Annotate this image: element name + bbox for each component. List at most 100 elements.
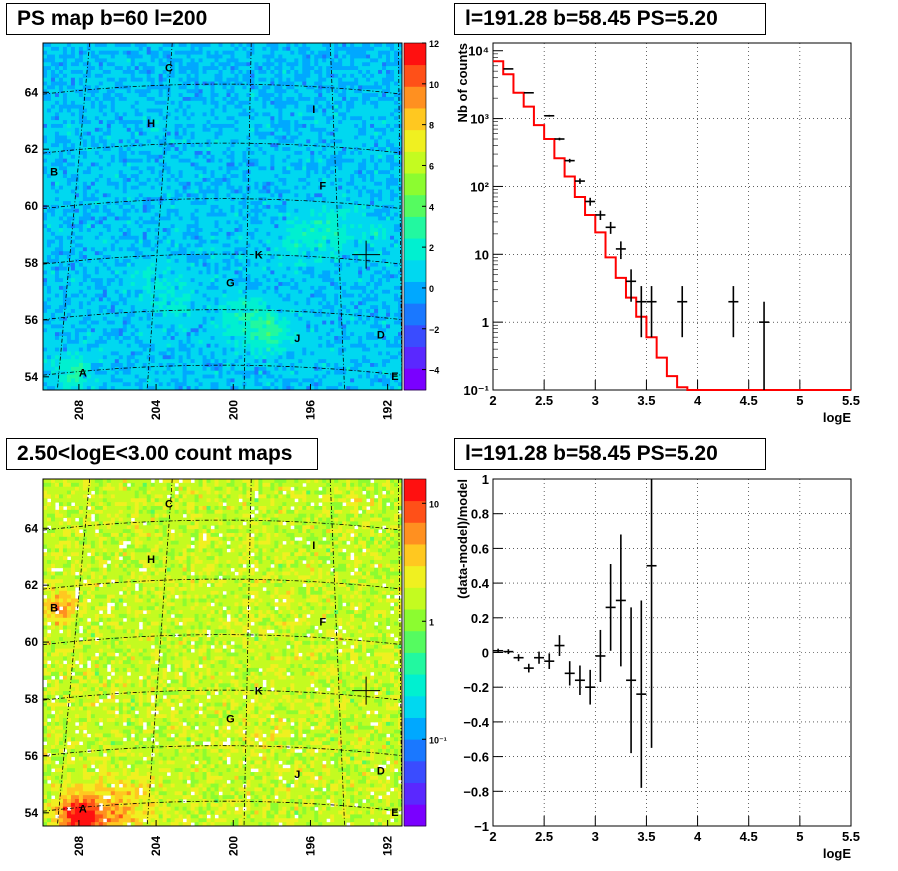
colorbar-tick-0-4: 4 (429, 202, 434, 212)
x-tick-label-1-0: 2 (489, 393, 496, 408)
x-tick-label-3-0: 2 (489, 829, 496, 844)
x-tick-label-2-2: 200 (226, 836, 240, 856)
x-tick-label-0-3: 196 (303, 400, 317, 420)
source-label-k: K (255, 686, 263, 698)
map-title-bottom: 2.50<logE<3.00 count maps (6, 438, 318, 470)
y-tick-label-0-3: 60 (25, 199, 39, 213)
source-label-f: F (319, 180, 326, 192)
latitude-line-1 (42, 142, 403, 154)
y-tick-label-1-5: 10⁻¹ (463, 383, 489, 398)
x-tick-label-2-4: 192 (381, 836, 395, 856)
y-tick-label-1-0: 10⁴ (468, 44, 489, 59)
y-tick-label-0-1: 56 (25, 313, 39, 327)
spectrum-title: l=191.28 b=58.45 PS=5.20 (454, 3, 766, 35)
plot-frame-3 (492, 478, 852, 827)
latitude-line-4 (42, 309, 403, 321)
source-label-d: D (377, 765, 385, 777)
source-label-i: I (312, 540, 315, 552)
source-label-b: B (50, 166, 58, 178)
latitude-line-2 (42, 198, 403, 210)
colorbar-tick-2-0: 10 (429, 499, 439, 509)
y-tick-label-0-0: 54 (25, 370, 39, 384)
map-frame-0 (42, 42, 403, 391)
longitude-line-4 (398, 478, 403, 827)
source-label-e: E (391, 807, 398, 819)
latitude-line-5 (42, 800, 403, 812)
x-tick-label-1-4: 4 (694, 393, 702, 408)
source-label-c: C (165, 62, 173, 74)
y-tick-label-3-6: −0.2 (463, 680, 489, 695)
x-tick-label-0-1: 204 (149, 400, 163, 420)
latitude-line-0 (42, 519, 403, 531)
x-tick-label-1-5: 4.5 (740, 393, 758, 408)
y-tick-label-3-1: 0.8 (471, 507, 489, 522)
y-tick-label-3-0: 1 (482, 472, 489, 487)
y-tick-label-2-2: 58 (25, 692, 39, 706)
y-tick-label-3-7: −0.4 (463, 715, 489, 730)
x-tick-label-2-0: 208 (72, 836, 86, 856)
y-tick-label-2-3: 60 (25, 635, 39, 649)
map-frame-2 (42, 478, 403, 827)
x-tick-label-1-7: 5.5 (842, 393, 860, 408)
y-tick-label-1-1: 10³ (470, 112, 489, 127)
y-tick-label-2-4: 62 (25, 578, 39, 592)
source-label-e: E (391, 371, 398, 383)
x-axis-label-3: logE (823, 846, 851, 861)
colorbar-tick-0-2: 8 (429, 121, 434, 131)
plot-frame-1 (492, 42, 852, 391)
y-axis-label-3: (data-model)/model (455, 479, 470, 599)
colorbar-tick-2-1: 1 (429, 617, 434, 627)
longitude-line-3 (329, 42, 345, 391)
x-tick-label-3-7: 5.5 (842, 829, 860, 844)
y-tick-label-2-1: 56 (25, 749, 39, 763)
colorbar-tick-0-8: −4 (429, 366, 439, 376)
source-label-h: H (147, 554, 155, 566)
x-tick-label-3-4: 4 (694, 829, 702, 844)
x-tick-label-2-3: 196 (303, 836, 317, 856)
source-label-c: C (165, 498, 173, 510)
source-label-a: A (79, 804, 87, 816)
colorbar-2 (404, 479, 426, 827)
y-tick-label-3-2: 0.6 (471, 541, 489, 556)
map-title-top: PS map b=60 l=200 (6, 3, 270, 35)
latitude-line-3 (42, 689, 403, 701)
x-tick-label-3-5: 4.5 (740, 829, 758, 844)
x-tick-label-3-1: 2.5 (535, 829, 553, 844)
y-tick-label-3-10: −1 (474, 819, 489, 834)
longitude-line-4 (398, 42, 403, 391)
colorbar-tick-0-5: 2 (429, 243, 434, 253)
longitude-line-0 (56, 478, 91, 827)
y-tick-label-1-2: 10² (470, 179, 489, 194)
source-label-g: G (226, 277, 235, 289)
colorbar-tick-0-3: 6 (429, 161, 434, 171)
y-tick-label-3-5: 0 (482, 646, 489, 661)
latitude-line-3 (42, 253, 403, 265)
x-tick-label-1-1: 2.5 (535, 393, 553, 408)
residual-title: l=191.28 b=58.45 PS=5.20 (454, 438, 766, 470)
source-label-d: D (377, 329, 385, 341)
source-label-h: H (147, 118, 155, 130)
y-tick-label-0-2: 58 (25, 256, 39, 270)
x-tick-label-3-2: 3 (592, 829, 599, 844)
model-histogram (493, 60, 851, 391)
source-label-j: J (294, 769, 300, 781)
x-tick-label-1-6: 5 (796, 393, 803, 408)
source-label-a: A (79, 368, 87, 380)
x-tick-label-0-2: 200 (226, 400, 240, 420)
colorbar-tick-0-0: 12 (429, 39, 439, 49)
colorbar-tick-0-1: 10 (429, 80, 439, 90)
y-axis-label-1: Nb of counts (455, 43, 470, 122)
y-tick-label-3-4: 0.2 (471, 611, 489, 626)
source-label-g: G (226, 713, 235, 725)
colorbar-tick-0-7: −2 (429, 325, 439, 335)
longitude-line-1 (146, 42, 173, 391)
longitude-line-1 (146, 478, 173, 827)
x-tick-label-0-0: 208 (72, 400, 86, 420)
map-panel-2 (43, 479, 403, 827)
source-label-f: F (319, 616, 326, 628)
source-label-i: I (312, 104, 315, 116)
y-tick-label-0-5: 64 (25, 85, 39, 99)
source-label-k: K (255, 250, 263, 262)
x-tick-label-3-6: 5 (796, 829, 803, 844)
x-tick-label-2-1: 204 (149, 836, 163, 856)
